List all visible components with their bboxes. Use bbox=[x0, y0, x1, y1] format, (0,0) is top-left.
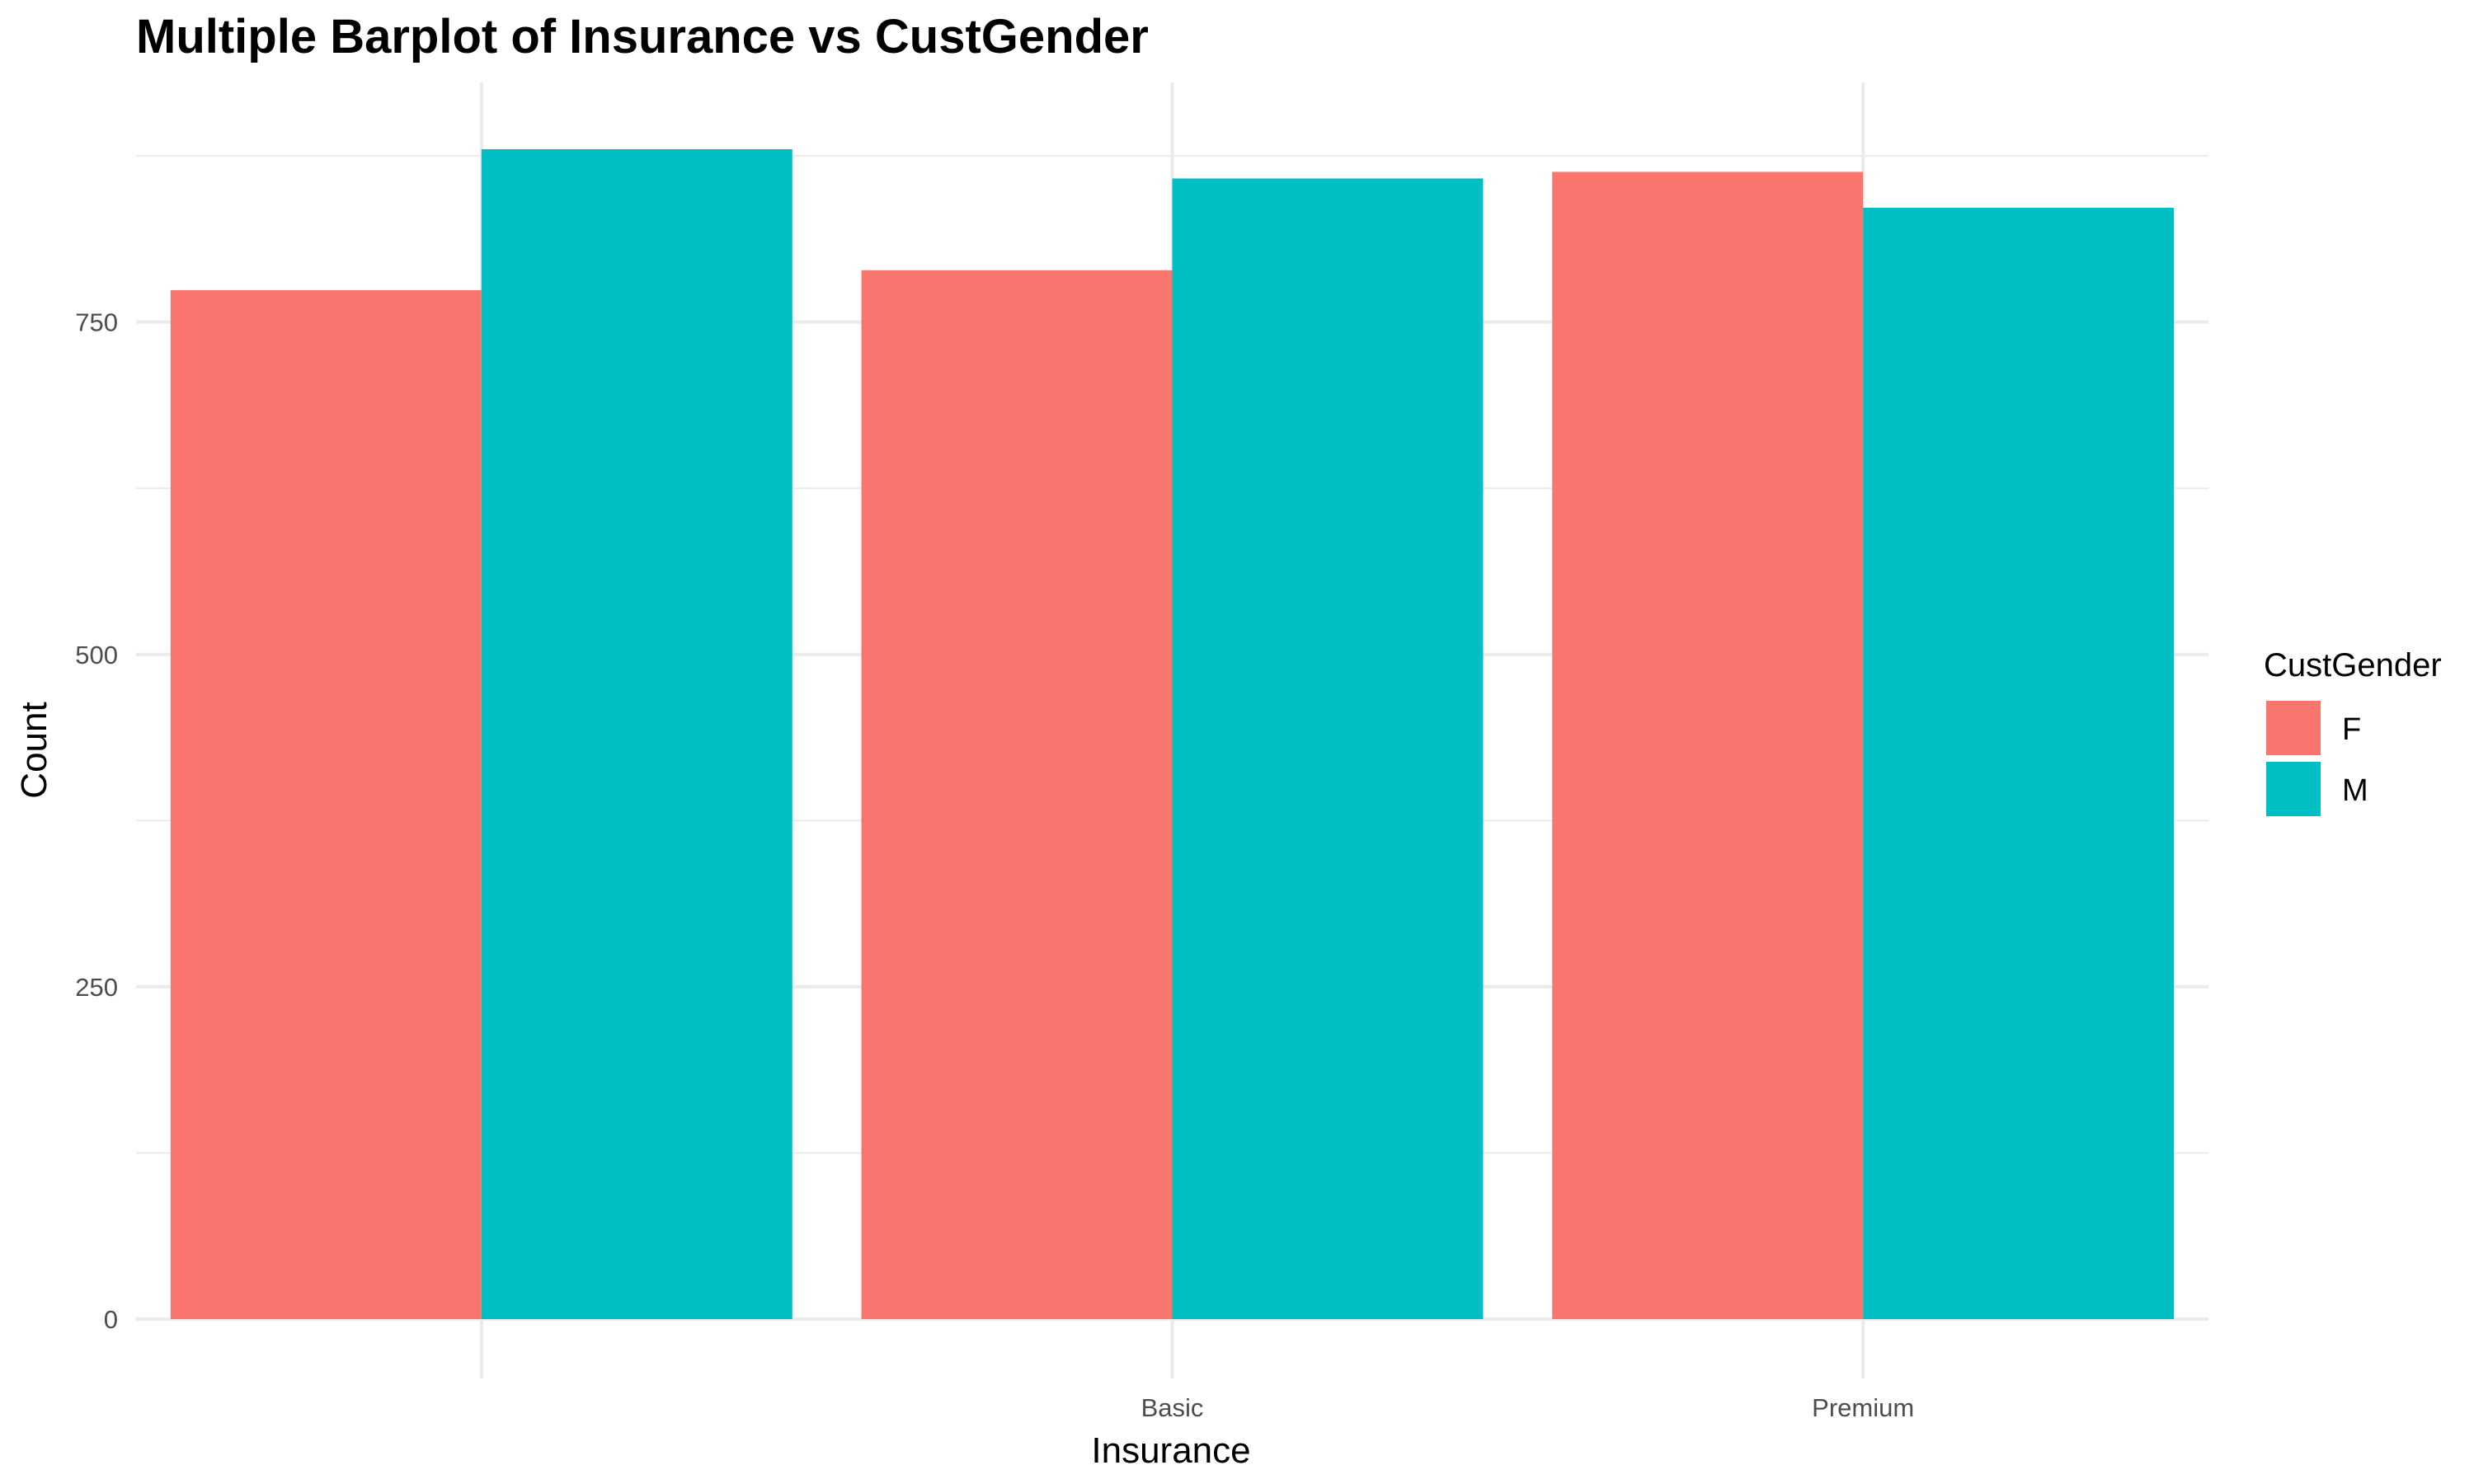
bar-f-blank bbox=[170, 289, 482, 1319]
y-axis-title: Count bbox=[14, 702, 54, 798]
chart-title: Multiple Barplot of Insurance vs CustGen… bbox=[136, 10, 1149, 63]
legend: CustGender FM bbox=[2264, 647, 2442, 816]
y-tick-label: 0 bbox=[104, 1305, 118, 1334]
bar-f-premium bbox=[1552, 171, 1864, 1320]
tick-labels: Basic Premium 0 250 500 750 bbox=[75, 308, 1914, 1422]
x-tick-label: Premium bbox=[1812, 1393, 1914, 1422]
legend-key-f bbox=[2266, 701, 2321, 755]
legend-label-m: M bbox=[2342, 773, 2368, 808]
y-tick-label: 250 bbox=[75, 973, 118, 1002]
x-axis-title: Insurance bbox=[1091, 1430, 1250, 1471]
x-tick-label: Basic bbox=[1141, 1393, 1204, 1422]
bar-m-basic bbox=[1172, 178, 1484, 1320]
legend-label-f: F bbox=[2342, 712, 2361, 747]
legend-title: CustGender bbox=[2264, 647, 2442, 683]
bar-m-premium bbox=[1863, 207, 2175, 1320]
y-tick-label: 750 bbox=[75, 308, 118, 337]
y-tick-label: 500 bbox=[75, 641, 118, 669]
bar-m-blank bbox=[481, 149, 793, 1319]
legend-key-m bbox=[2266, 762, 2321, 816]
bars bbox=[170, 149, 2175, 1320]
bar-f-basic bbox=[861, 270, 1173, 1319]
